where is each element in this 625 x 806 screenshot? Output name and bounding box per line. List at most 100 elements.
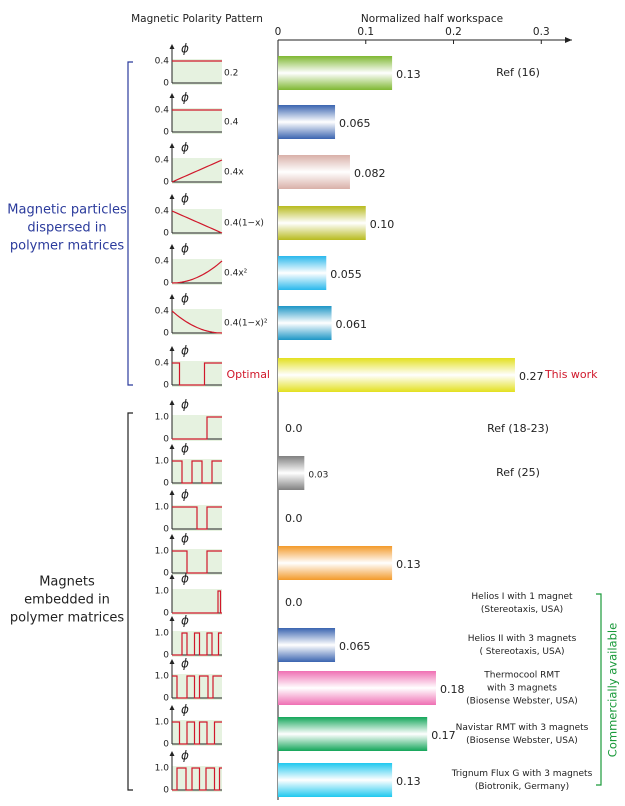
bar: [278, 671, 436, 705]
inset-axis-label: ϕ: [181, 572, 189, 586]
inset-axis-label: ϕ: [181, 192, 189, 206]
bar: [278, 256, 327, 290]
inset-label: 0.4(1−x)²: [224, 319, 268, 329]
inset-axis-label: ϕ: [181, 442, 189, 456]
note: Ref (16): [496, 66, 540, 79]
value-label: 0.13: [396, 775, 421, 788]
commercial-label: Commercially available: [606, 623, 620, 757]
note: Ref (18-23): [487, 422, 549, 435]
inset-background: [172, 59, 222, 85]
inset-axis-label: ϕ: [181, 398, 189, 412]
bar: [278, 717, 428, 751]
group-bracket: [127, 61, 133, 386]
value-label: 0.17: [431, 729, 456, 742]
inset-background: [172, 549, 222, 575]
value-label: 0.03: [308, 471, 328, 481]
inset-axis-label: ϕ: [181, 703, 189, 717]
inset-arrow: [169, 400, 175, 405]
bar: [278, 155, 350, 189]
bar: [278, 546, 393, 580]
inset-tick-label: 1.0: [155, 629, 170, 639]
bar: [278, 56, 393, 90]
left-note: Optimal: [226, 368, 270, 381]
inset-arrow: [169, 244, 175, 249]
inset-background: [172, 766, 222, 792]
inset-curve: [172, 767, 222, 791]
inset-arrow: [169, 705, 175, 710]
inset-label: 0.4: [224, 118, 239, 128]
inset-arrow: [169, 534, 175, 539]
inset-tick-label: 0: [163, 479, 169, 489]
note: Trignum Flux G with 3 magnets: [451, 769, 593, 779]
inset-tick-label: 0.4: [155, 207, 170, 217]
group-label: polymer matrices: [10, 611, 124, 626]
x-tick-label: 0.1: [357, 26, 374, 38]
value-label: 0.13: [396, 68, 421, 81]
inset-curve: [172, 416, 222, 440]
value-label: 0.18: [440, 683, 465, 696]
note: Helios I with 1 magnet: [471, 592, 573, 602]
inset-curve: [172, 550, 222, 574]
bar: [278, 763, 393, 797]
note: ( Stereotaxis, USA): [479, 647, 564, 657]
inset-axis-label: ϕ: [181, 141, 189, 155]
inset-tick-label: 0: [163, 525, 169, 535]
inset-curve: [172, 590, 222, 614]
inset-tick-label: 1.0: [155, 413, 170, 423]
inset-arrow: [169, 143, 175, 148]
inset-curve: [171, 310, 223, 334]
inset-arrow: [169, 490, 175, 495]
bar: [278, 206, 366, 240]
inset-background: [172, 259, 222, 285]
inset-tick-label: 1.0: [155, 764, 170, 774]
inset-curve: [172, 460, 222, 484]
bar: [278, 456, 305, 490]
inset-label: 0.4x²: [224, 269, 248, 279]
note: Ref (25): [496, 466, 540, 479]
inset-arrow: [169, 574, 175, 579]
inset-title: Magnetic Polarity Pattern: [131, 13, 263, 25]
inset-tick-label: 0: [163, 609, 169, 619]
inset-curve: [172, 506, 222, 530]
inset-tick-label: 0.4: [155, 106, 170, 116]
inset-tick-label: 1.0: [155, 547, 170, 557]
inset-axis-label: ϕ: [181, 614, 189, 628]
inset-arrow: [169, 751, 175, 756]
value-label: 0.10: [370, 218, 395, 231]
inset-axis-label: ϕ: [181, 488, 189, 502]
inset-tick-label: 0: [163, 435, 169, 445]
note: with 3 magnets: [487, 684, 557, 694]
group-bracket: [127, 412, 133, 791]
inset-tick-label: 1.0: [155, 587, 170, 597]
inset-arrow: [169, 616, 175, 621]
commercial-bracket: [596, 593, 602, 786]
inset-arrow: [169, 294, 175, 299]
inset-tick-label: 0: [163, 79, 169, 89]
inset-tick-label: 0: [163, 381, 169, 391]
inset-tick-label: 0: [163, 329, 169, 339]
value-label: 0.0: [285, 422, 303, 435]
inset-background: [172, 589, 222, 615]
value-label: 0.082: [354, 167, 386, 180]
value-label: 0.13: [396, 558, 421, 571]
inset-arrow: [169, 444, 175, 449]
note: Navistar RMT with 3 magnets: [456, 723, 589, 733]
inset-arrow: [169, 346, 175, 351]
group-label: embedded in: [24, 593, 110, 608]
value-label: 0.065: [339, 640, 371, 653]
inset-tick-label: 0.4: [155, 257, 170, 267]
inset-curve: [171, 210, 223, 234]
note: This work: [544, 368, 598, 381]
x-tick-label: 0: [275, 26, 282, 38]
x-tick-label: 0.2: [445, 26, 462, 38]
inset-tick-label: 1.0: [155, 503, 170, 513]
inset-axis-label: ϕ: [181, 532, 189, 546]
value-label: 0.065: [339, 117, 371, 130]
x-axis-label: Normalized half workspace: [361, 13, 503, 25]
inset-axis-label: ϕ: [181, 344, 189, 358]
value-label: 0.0: [285, 512, 303, 525]
inset-background: [172, 415, 222, 441]
note: (Biosense Webster, USA): [466, 697, 578, 707]
inset-curve: [172, 632, 222, 656]
note: Helios II with 3 magnets: [468, 634, 577, 644]
